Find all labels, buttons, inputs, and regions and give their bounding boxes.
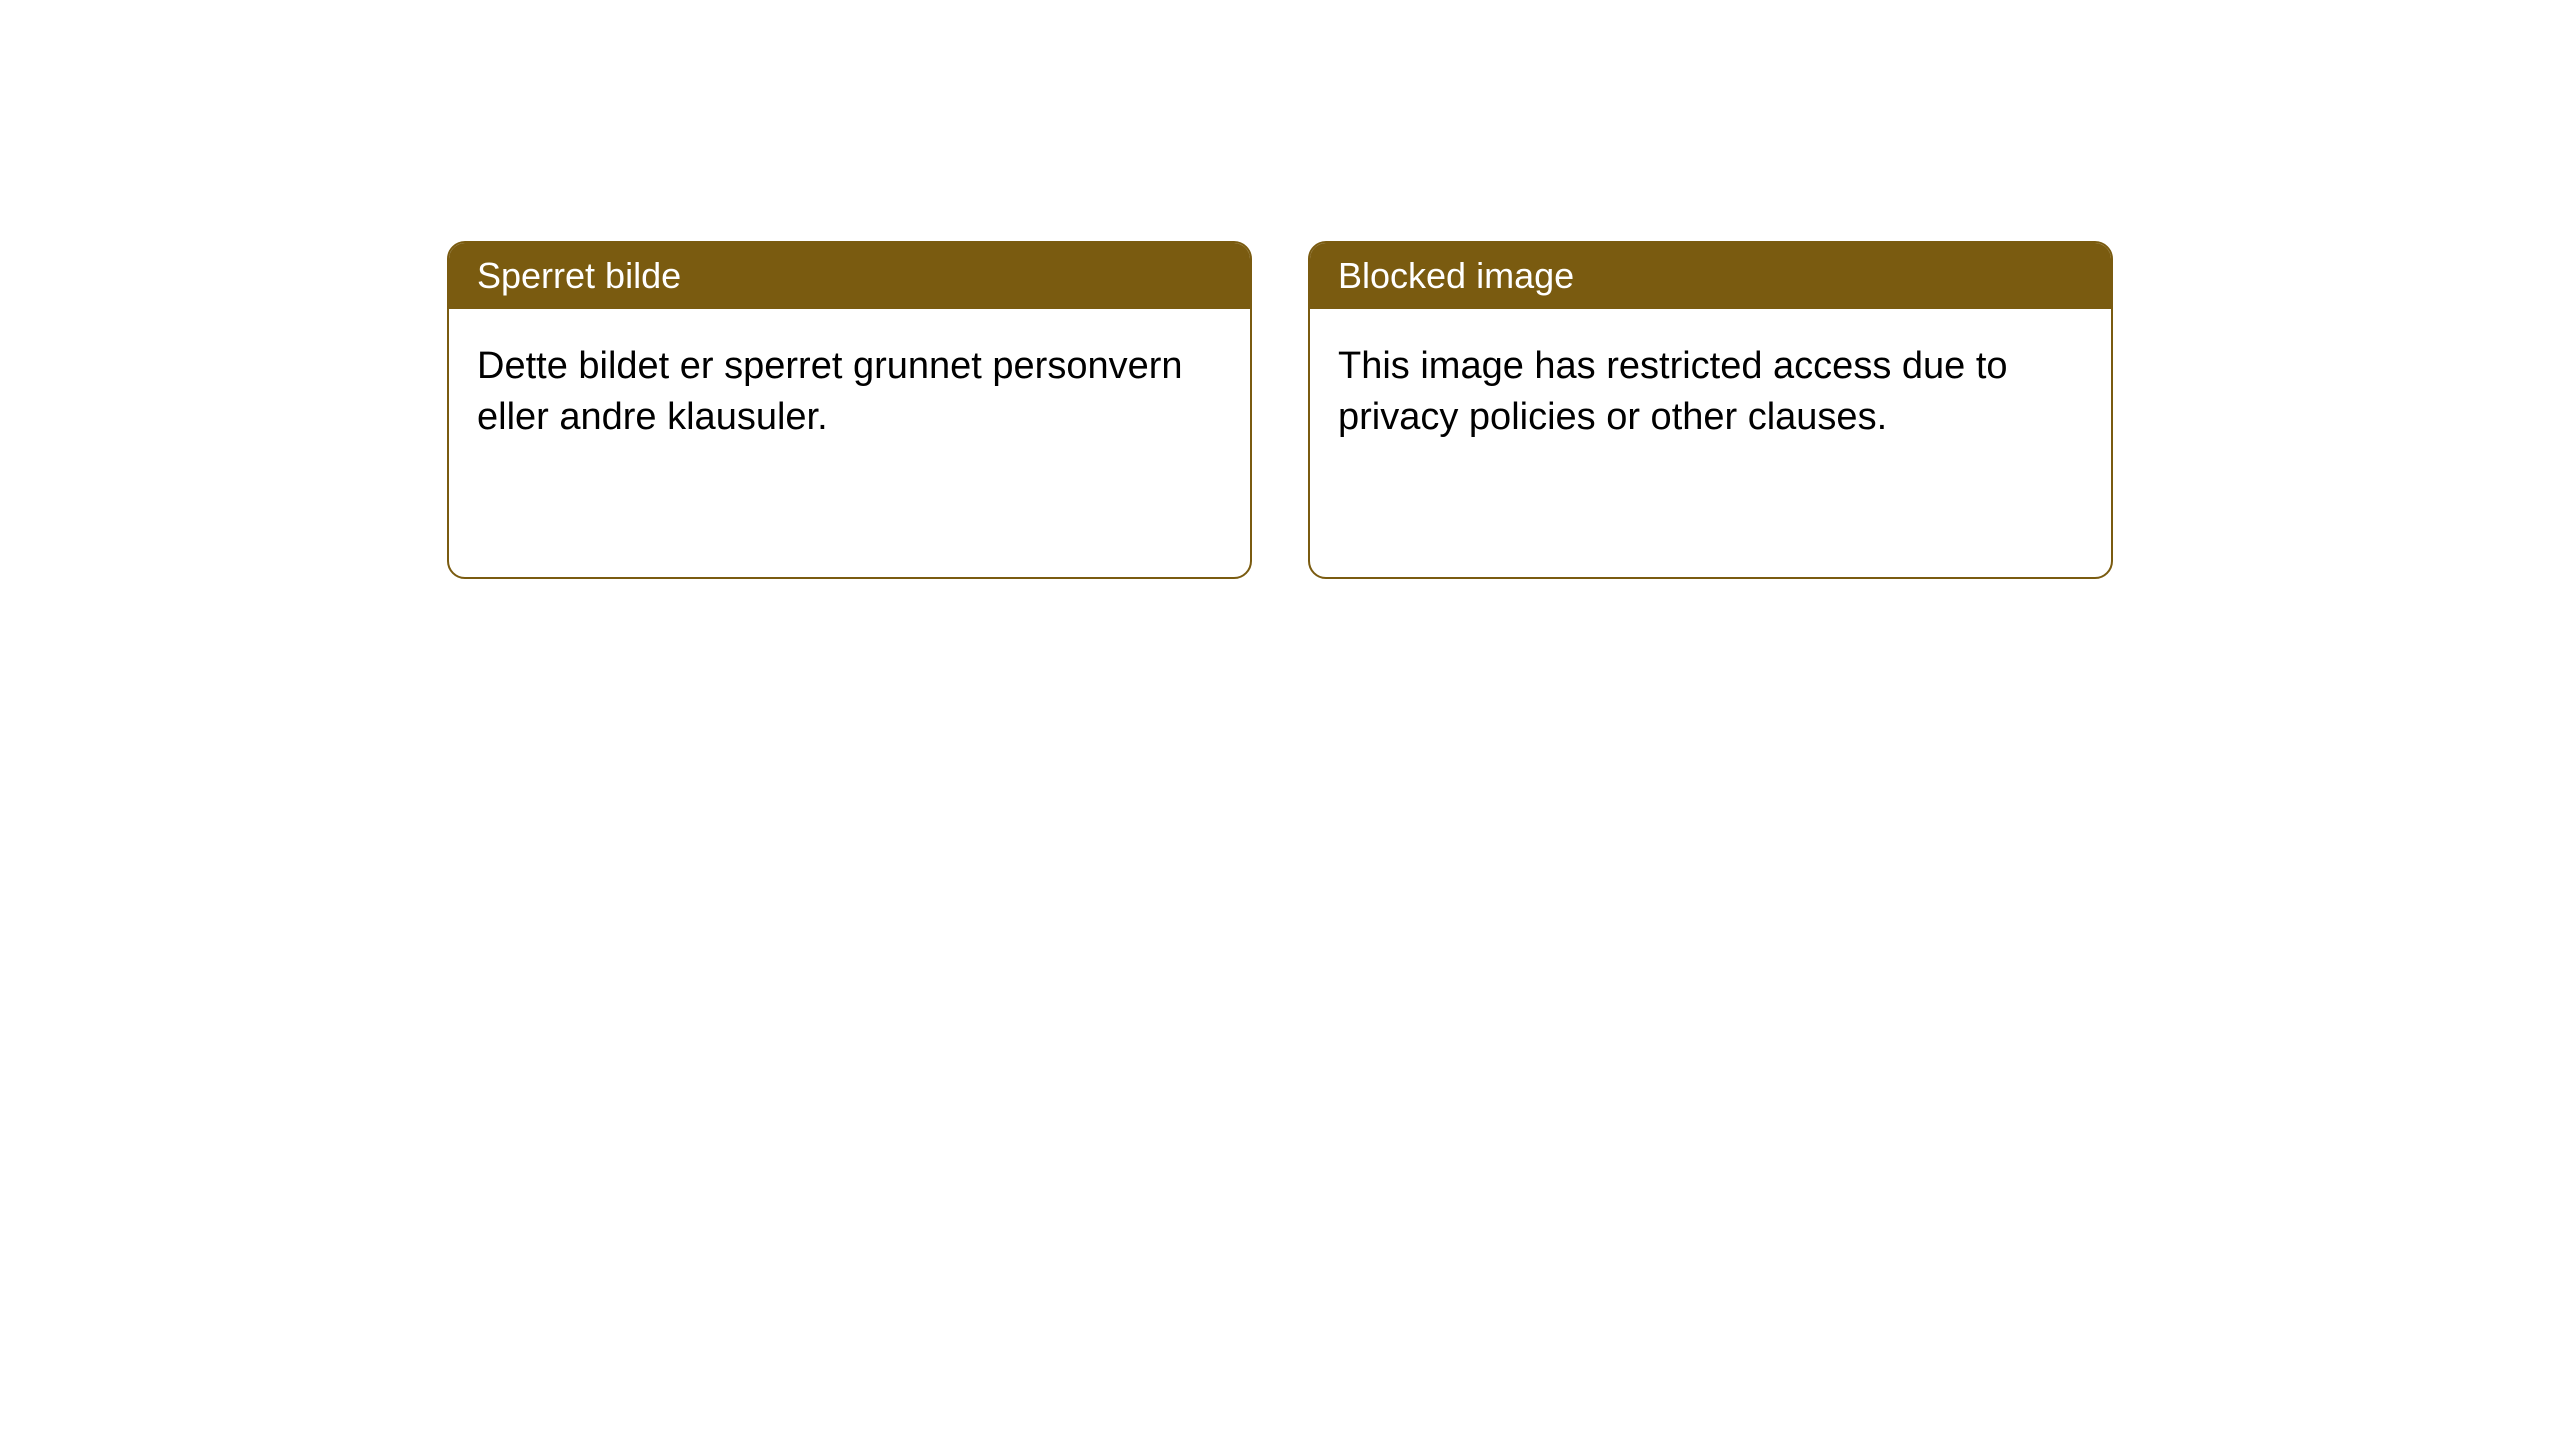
card-title: Sperret bilde	[477, 255, 681, 296]
card-header: Blocked image	[1310, 243, 2111, 309]
card-body-text: Dette bildet er sperret grunnet personve…	[477, 345, 1183, 438]
card-title: Blocked image	[1338, 255, 1574, 296]
card-body: This image has restricted access due to …	[1310, 309, 2111, 476]
notice-card-norwegian: Sperret bilde Dette bildet er sperret gr…	[447, 241, 1252, 579]
card-header: Sperret bilde	[449, 243, 1250, 309]
notice-card-english: Blocked image This image has restricted …	[1308, 241, 2113, 579]
card-body-text: This image has restricted access due to …	[1338, 345, 2008, 438]
notice-container: Sperret bilde Dette bildet er sperret gr…	[447, 241, 2113, 579]
card-body: Dette bildet er sperret grunnet personve…	[449, 309, 1250, 476]
